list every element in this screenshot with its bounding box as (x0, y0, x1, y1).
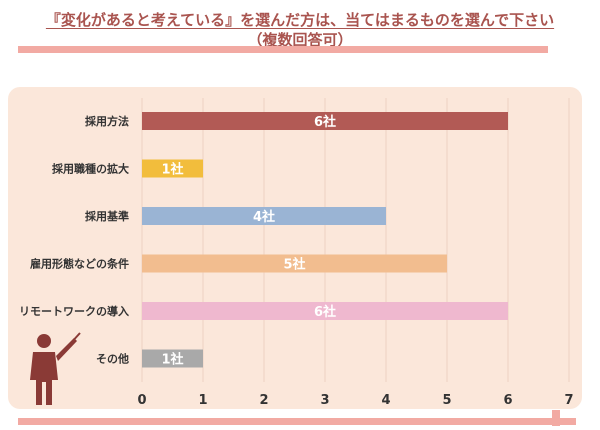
x-tick-label: 3 (320, 393, 329, 408)
data-label: 1社 (161, 352, 183, 368)
chart-panel (8, 87, 582, 409)
bar (142, 302, 508, 320)
category-label: その他 (96, 352, 129, 366)
presenter-icon (30, 332, 81, 405)
bar (142, 254, 447, 273)
x-tick-label: 2 (259, 393, 268, 408)
x-tick-label: 4 (381, 393, 390, 408)
x-tick-label: 1 (198, 393, 207, 408)
data-label: 6社 (314, 304, 336, 320)
bar (142, 207, 386, 225)
bar (142, 159, 203, 178)
category-label: 採用職種の拡大 (52, 162, 129, 176)
category-label: 採用方法 (85, 114, 129, 128)
x-tick-label: 0 (137, 393, 146, 408)
title-line-1: 『変化があると考えている』を選んだ方は、当てはまるものを選んで下さい (45, 11, 555, 29)
bar (142, 112, 508, 130)
chart-title: 『変化があると考えている』を選んだ方は、当てはまるものを選んで下さい （複数回答… (0, 10, 600, 50)
data-label: 5社 (283, 257, 305, 273)
data-label: 6社 (314, 114, 336, 130)
category-label: 採用基準 (85, 209, 129, 223)
bottom-divider (18, 418, 576, 425)
category-label: リモートワークの導入 (19, 304, 129, 318)
data-label: 4社 (253, 209, 275, 225)
top-divider (18, 46, 548, 53)
category-label: 雇用形態などの条件 (30, 257, 129, 271)
data-label: 1社 (161, 162, 183, 178)
x-tick-label: 5 (442, 393, 451, 408)
title-line-2: （複数回答可） (247, 31, 353, 49)
x-tick-label: 6 (503, 393, 512, 408)
bar (142, 349, 203, 368)
bottom-divider-tab (552, 410, 560, 426)
x-tick-label: 7 (564, 393, 573, 408)
